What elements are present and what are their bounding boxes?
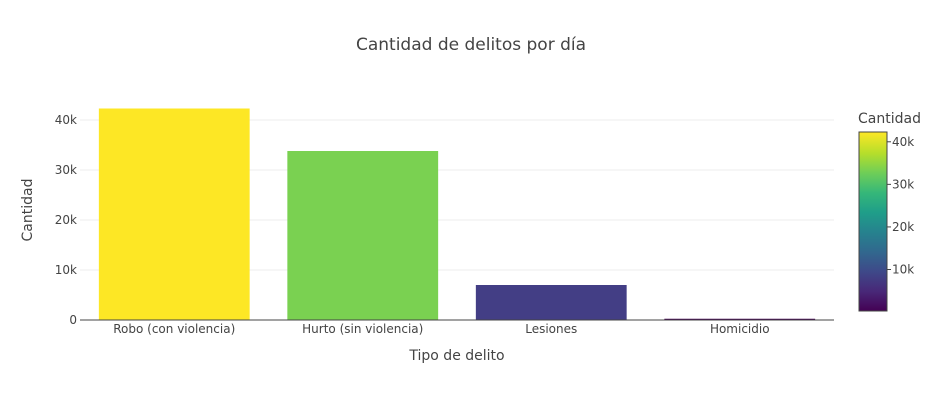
y-tick-label: 0 [69,313,77,327]
y-tick-label: 40k [55,113,77,127]
y-tick-labels: 0 10k 20k 30k 40k [55,113,77,327]
x-tick-label: Robo (con violencia) [113,322,235,336]
colorbar-tick-label: 10k [892,262,914,276]
colorbar-tick-label: 20k [892,220,914,234]
y-axis-title: Cantidad [20,179,36,242]
bar [664,318,816,320]
y-tick-label: 10k [55,263,77,277]
colorbar-tick-label: 40k [892,135,914,149]
colorbar-tick-label: 30k [892,177,914,191]
x-tick-label: Lesiones [525,322,577,336]
bar [287,151,439,320]
y-tick-label: 20k [55,213,77,227]
x-tick-labels: Robo (con violencia) Hurto (sin violencia… [113,322,769,336]
x-axis-title: Tipo de delito [408,348,504,364]
chart-title: Cantidad de delitos por día [356,35,586,55]
bar [98,108,250,320]
bars [98,108,816,320]
x-tick-label: Hurto (sin violencia) [302,322,423,336]
x-tick-label: Homicidio [710,322,770,336]
colorbar: Cantidad 10k 20k 30k 40k [858,111,921,312]
bar [475,285,627,320]
colorbar-title: Cantidad [858,111,921,127]
colorbar-gradient [858,131,888,312]
colorbar-tick-labels: 10k 20k 30k 40k [887,135,914,276]
y-tick-label: 30k [55,163,77,177]
